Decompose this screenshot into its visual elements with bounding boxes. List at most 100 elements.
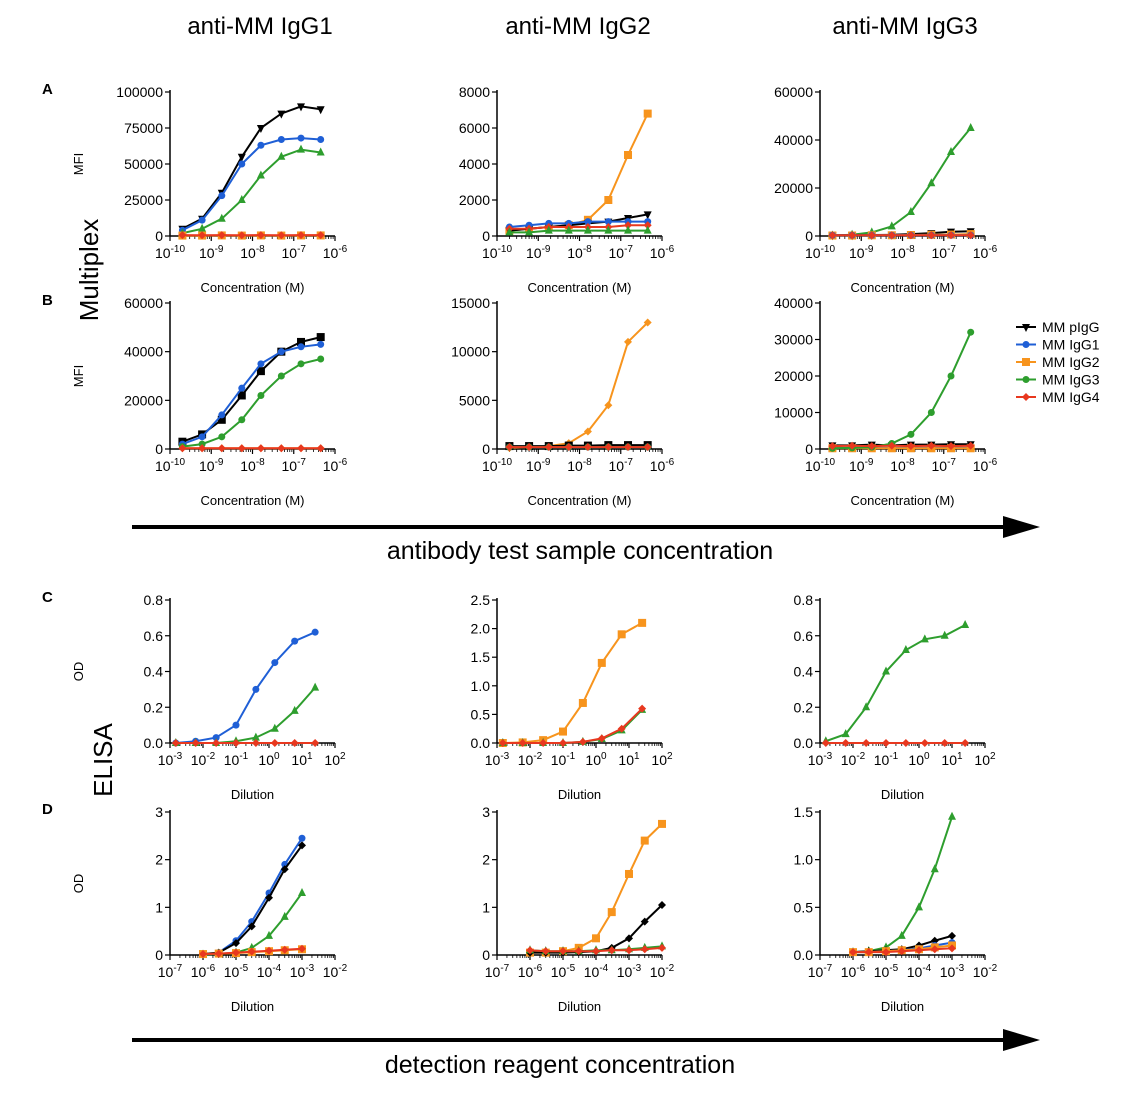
x-axis-label: Dilution: [881, 999, 924, 1014]
x-tick-label: 10-6: [841, 963, 866, 980]
data-point: [638, 704, 647, 713]
x-tick-label: 10-8: [240, 244, 265, 261]
data-point: [583, 225, 592, 234]
x-tick-label: 10-3: [485, 751, 510, 768]
x-tick-label: 10-8: [890, 457, 915, 474]
data-point: [625, 869, 633, 878]
data-point: [218, 192, 226, 200]
legend-label: MM IgG3: [1042, 372, 1100, 388]
data-point: [1022, 376, 1030, 383]
data-point: [887, 221, 896, 230]
series-line: [182, 358, 321, 448]
data-point: [947, 372, 955, 380]
x-tick-label: 102: [974, 751, 996, 768]
data-point: [948, 944, 956, 953]
y-tick-label: 0: [805, 441, 813, 457]
y-tick-label: 0.0: [144, 735, 164, 751]
y-tick-label: 60000: [774, 84, 813, 100]
data-point: [643, 211, 652, 220]
y-tick-label: 0: [482, 441, 490, 457]
x-tick-label: 10-10: [805, 244, 835, 261]
data-point: [277, 110, 286, 119]
y-axis-label: OD: [71, 874, 86, 894]
data-point: [906, 231, 915, 240]
x-axis-label: Dilution: [558, 999, 601, 1014]
data-point: [178, 231, 187, 240]
data-point: [297, 144, 306, 153]
data-point: [277, 136, 285, 144]
data-point: [966, 231, 975, 240]
series-line: [175, 631, 316, 744]
y-tick-label: 75000: [124, 120, 163, 136]
y-tick-label: 0.8: [794, 592, 814, 608]
data-point: [574, 947, 583, 956]
data-point: [897, 930, 906, 939]
x-tick-label: 10-7: [609, 457, 634, 474]
data-point: [643, 221, 652, 230]
x-tick-label: 10-3: [617, 963, 642, 980]
data-point: [597, 734, 606, 743]
y-tick-label: 20000: [774, 180, 813, 196]
x-tick-label: 10-6: [650, 457, 675, 474]
data-point: [906, 207, 915, 215]
y-tick-label: 1.0: [471, 678, 491, 694]
data-point: [539, 739, 548, 747]
y-tick-label: 20000: [124, 392, 163, 408]
x-tick-label: 10-3: [158, 751, 183, 768]
data-point: [961, 620, 970, 629]
x-tick-label: 10-7: [609, 244, 634, 261]
column-title: anti-MM IgG1: [187, 13, 332, 40]
x-tick-label: 10-3: [940, 963, 965, 980]
y-tick-label: 2: [482, 852, 490, 868]
series-line: [202, 837, 303, 955]
data-point: [564, 443, 573, 452]
series-line: [509, 113, 649, 232]
x-tick-label: 10-10: [155, 457, 185, 474]
data-point: [238, 384, 246, 392]
y-tick-label: 40000: [124, 344, 163, 360]
data-point: [256, 170, 265, 179]
x-tick-label: 100: [908, 751, 930, 768]
data-point: [927, 178, 936, 187]
data-point: [967, 328, 975, 336]
arrow-head: [1003, 516, 1040, 538]
y-tick-label: 0.5: [794, 899, 814, 915]
data-point: [544, 443, 553, 452]
data-point: [277, 231, 286, 240]
data-point: [198, 223, 207, 232]
data-point: [624, 151, 633, 159]
data-point: [217, 213, 226, 222]
x-tick-label: 102: [651, 751, 673, 768]
data-point: [212, 734, 220, 742]
data-point: [882, 739, 890, 747]
data-point: [237, 153, 246, 162]
data-point: [317, 136, 325, 144]
data-point: [624, 337, 633, 346]
x-tick-label: 10-2: [841, 751, 866, 768]
data-point: [178, 444, 187, 453]
data-point: [518, 739, 527, 747]
x-tick-label: 10-4: [584, 963, 609, 980]
data-point: [948, 931, 956, 940]
data-point: [849, 948, 857, 957]
x-tick-label: 10-1: [874, 751, 899, 768]
y-tick-label: 25000: [124, 192, 163, 208]
data-point: [940, 630, 949, 639]
data-point: [198, 440, 206, 448]
data-point: [297, 360, 305, 368]
x-tick-label: 10-5: [224, 963, 249, 980]
data-point: [199, 950, 207, 959]
data-point: [961, 739, 970, 747]
data-point: [604, 218, 612, 226]
data-point: [578, 698, 587, 707]
y-tick-label: 50000: [124, 156, 163, 172]
data-point: [270, 723, 279, 732]
data-point: [638, 618, 647, 627]
data-point: [297, 231, 306, 240]
x-tick-label: 10-9: [849, 457, 874, 474]
series-line: [832, 127, 972, 237]
series-line: [182, 343, 321, 446]
y-tick-label: 2.0: [471, 621, 491, 637]
y-tick-label: 0: [155, 228, 163, 244]
data-point: [617, 630, 626, 639]
